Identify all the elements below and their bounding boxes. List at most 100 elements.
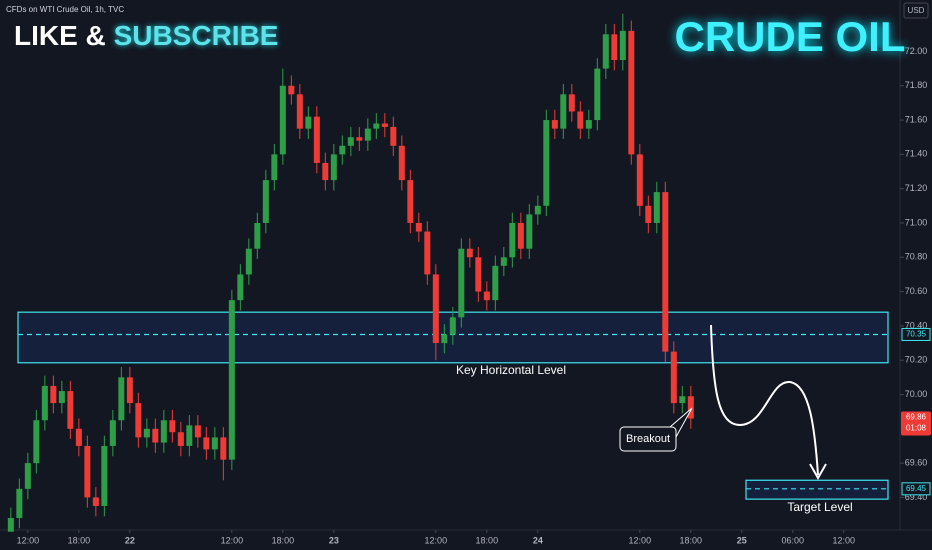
candle-body (568, 94, 575, 112)
candle-body (670, 351, 677, 404)
candle-body (602, 34, 609, 69)
candle-body (169, 420, 176, 433)
candle-body (560, 94, 567, 129)
candle-body (330, 154, 337, 181)
x-tick-label: 12:00 (17, 535, 40, 545)
projection-arrow (710, 324, 819, 476)
y-tick-label: 71.40 (905, 149, 928, 159)
chart-title: CRUDE OIL (675, 13, 906, 60)
candle-body (177, 432, 184, 446)
candle-body (458, 248, 465, 318)
candle-body (364, 128, 371, 141)
candle-body (594, 68, 601, 121)
candle-body (296, 94, 303, 129)
x-tick-label: 18:00 (68, 535, 91, 545)
y-tick-label: 70.00 (905, 389, 928, 399)
x-tick-label: 18:00 (272, 535, 295, 545)
candle-body (687, 396, 694, 419)
candle-body (101, 445, 108, 506)
candle-body (526, 214, 533, 249)
candle-body (347, 137, 354, 146)
arrow-head (809, 463, 827, 481)
candle-body (628, 30, 635, 155)
candle-body (432, 274, 439, 344)
price-label: 69.45 (906, 484, 927, 493)
x-tick-label: 24 (533, 535, 543, 545)
candle-body (534, 205, 541, 215)
x-tick-label: 25 (737, 535, 747, 545)
last-price-label: 69.86 (906, 413, 927, 422)
candle-body (356, 137, 363, 141)
x-tick-label: 23 (329, 535, 339, 545)
candle-body (679, 396, 686, 404)
zone (745, 479, 889, 500)
price-label-box (901, 327, 931, 341)
currency-label: USD (908, 6, 925, 15)
candle-body (135, 403, 142, 438)
candle-body (449, 317, 456, 335)
candle-body (390, 126, 397, 146)
candle-body (373, 123, 380, 129)
candle-body (492, 265, 499, 301)
x-tick-label: 12:00 (221, 535, 244, 545)
candle-body (24, 463, 31, 489)
candle-body (551, 120, 558, 129)
x-tick-label: 06:00 (782, 535, 805, 545)
candle-body (152, 428, 159, 443)
candle-body (466, 248, 473, 258)
candle-body (577, 111, 584, 129)
candle-body (58, 391, 65, 404)
candle-body (483, 291, 490, 301)
y-tick-label: 70.20 (905, 355, 928, 365)
candle-body (143, 428, 150, 438)
x-tick-label: 12:00 (629, 535, 652, 545)
candle-body (339, 145, 346, 155)
candle-body (500, 257, 507, 266)
candle-body (288, 85, 295, 95)
candle-body (424, 231, 431, 275)
candle-body (186, 425, 193, 446)
candle-body (109, 420, 116, 446)
price-label-box (901, 482, 931, 496)
y-tick-label: 71.20 (905, 183, 928, 193)
headline-part: SUBSCRIBE (114, 20, 279, 51)
candle-body (211, 437, 218, 450)
candle-body (415, 222, 422, 232)
candle-body (203, 437, 210, 450)
y-tick-label: 70.80 (905, 252, 928, 262)
candle-body (313, 116, 320, 163)
price-label: 70.35 (906, 330, 927, 339)
zone-label: Key Horizontal Level (456, 363, 566, 377)
candle-body (305, 116, 312, 129)
candle-body (611, 34, 618, 61)
y-tick-label: 69.60 (905, 457, 928, 467)
y-tick-label: 69.40 (905, 492, 928, 502)
candle-body (517, 222, 524, 249)
zone-label: Target Level (787, 500, 852, 514)
currency-box (903, 2, 929, 19)
candle-body (67, 391, 74, 429)
candle-body (271, 154, 278, 181)
candle-body (220, 437, 227, 460)
candle-body (636, 154, 643, 206)
candle-body (407, 180, 414, 223)
candle-body (237, 274, 244, 301)
y-tick-label: 71.80 (905, 80, 928, 90)
candle-body (475, 257, 482, 292)
countdown-label: 01:08 (906, 424, 927, 433)
candle-body (16, 488, 23, 518)
candle-body (245, 248, 252, 275)
candle-body (619, 30, 626, 61)
candle-body (543, 120, 550, 206)
x-tick-label: 12:00 (425, 535, 448, 545)
candle-body (279, 85, 286, 155)
axes: 69.40 69.60 70.00 70.20 70.40 70.60 70.80 71.00… (17, 46, 931, 545)
callout-label: Breakout (626, 433, 670, 445)
candle-body (398, 145, 405, 181)
y-tick-label: 70.60 (905, 286, 928, 296)
candle-body (509, 222, 516, 258)
candle-body (33, 420, 40, 464)
candle-body (653, 192, 660, 223)
